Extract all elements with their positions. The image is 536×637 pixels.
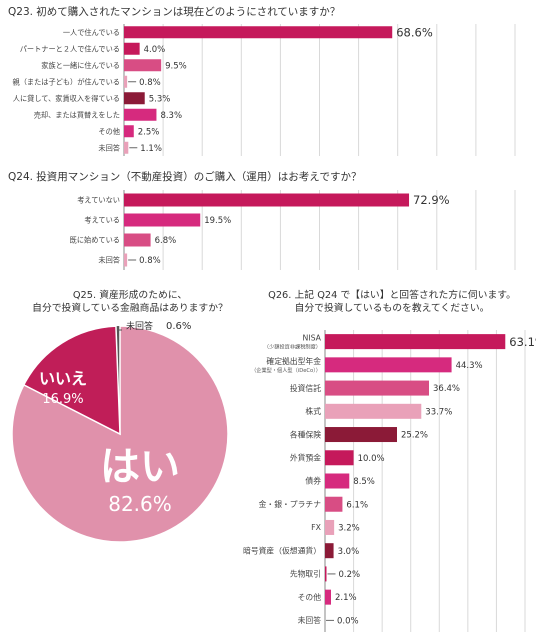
q25-title-line: 自分で投資している金融商品はありますか？ xyxy=(32,301,228,314)
q24-bar xyxy=(124,213,201,227)
q26-category-label: 未回答 xyxy=(298,615,322,625)
q24-value-label: 6.8% xyxy=(155,236,177,246)
q26-title-line: Q26. 上記 Q24 で【はい】と回答された方に伺います。 xyxy=(268,288,516,301)
q26-value-label: 44.3% xyxy=(456,361,483,371)
q25-no-label: いいえ xyxy=(39,369,87,388)
q24-category-label: 既に始めている xyxy=(70,236,120,245)
q23-category-label: 親（または子ども）が住んでいる xyxy=(13,77,120,86)
q24-value-label: 0.8% xyxy=(139,256,161,266)
q26-category-label: NISA xyxy=(302,334,321,343)
q26-category-label: 先物取引 xyxy=(290,569,321,579)
q26-bar xyxy=(325,403,422,419)
q23-chart: Q23. 初めて購入されたマンションは現在どのようにされていますか？ 一人で住んで… xyxy=(8,5,516,156)
q23-value-label: 0.8% xyxy=(139,78,161,88)
q26-value-label: 36.4% xyxy=(433,384,460,394)
q26-value-label: 63.1% xyxy=(509,335,536,349)
q26-bar xyxy=(325,519,335,535)
q26-category-label: 確定拠出型年金 xyxy=(266,356,321,366)
q26-category-label: 各種保険 xyxy=(290,429,321,439)
q23-bar xyxy=(124,26,393,39)
q26-bar xyxy=(325,357,452,373)
q25-yes-value: 82.6% xyxy=(108,492,172,516)
q26-bar xyxy=(325,334,506,350)
q24-category-label: 考えていない xyxy=(77,196,120,205)
q23-bar xyxy=(124,75,128,88)
q26-value-label: 3.2% xyxy=(338,524,360,534)
q26-category-label: 株式 xyxy=(305,406,321,416)
q23-bar xyxy=(124,59,162,72)
q26-bar xyxy=(325,380,429,396)
q26-value-label: 25.2% xyxy=(401,431,428,441)
q25-slice xyxy=(11,325,229,543)
q23-bar xyxy=(124,108,157,121)
q26-category-label: 暗号資産（仮想通貨） xyxy=(243,545,321,555)
q26-title-line: 自分で投資しているものを教えてください。 xyxy=(295,301,490,314)
q23-category-label: その他 xyxy=(98,127,120,136)
q26-category-label: 金・銀・プラチナ xyxy=(259,499,322,509)
q23-category-label: 家族と一緒に住んでいる xyxy=(41,61,120,70)
q23-category-label: 売却、または買替えをした xyxy=(34,110,120,119)
q23-value-label: 2.5% xyxy=(138,127,160,137)
q23-title: Q23. 初めて購入されたマンションは現在どのようにされていますか？ xyxy=(8,5,340,18)
q25-chart: Q25. 資産形成のために、自分で投資している金融商品はありますか？ はい82.6… xyxy=(11,288,229,543)
q23-bar xyxy=(124,92,145,105)
q26-value-label: 2.1% xyxy=(335,593,357,603)
q26-bar xyxy=(325,496,343,512)
q23-bar xyxy=(124,42,140,55)
q26-category-label: 投資信託 xyxy=(290,383,321,393)
q24-bar xyxy=(124,253,128,267)
q23-value-label: 9.5% xyxy=(165,61,187,71)
q26-category-label: 外貨預金 xyxy=(290,452,321,462)
q23-category-label: パートナーと２人で住んでいる xyxy=(20,44,120,53)
q26-category-label: 債券 xyxy=(305,476,321,486)
q25-yes-label: はい xyxy=(100,444,180,490)
q26-value-label: 0.2% xyxy=(339,570,361,580)
q23-value-label: 8.3% xyxy=(160,111,182,121)
q25-no-value: 16.9% xyxy=(42,392,83,407)
q26-value-label: 10.0% xyxy=(358,454,385,464)
q26-category-sublabel: （企業型・個人型（iDeCo）） xyxy=(251,366,321,374)
q24-bar xyxy=(124,193,410,207)
q26-value-label: 0.0% xyxy=(337,616,359,626)
q23-value-label: 68.6% xyxy=(396,25,433,39)
q25-title-line: Q25. 資産形成のために、 xyxy=(73,288,187,301)
q24-chart: Q24. 投資用マンション（不動産投資）のご購入（運用）はお考えですか？ 考えてい… xyxy=(8,170,516,270)
q26-value-label: 6.1% xyxy=(346,500,368,510)
q24-value-label: 19.5% xyxy=(204,216,231,226)
q23-category-label: 人に貸して、家賃収入を得ている xyxy=(13,94,120,103)
q23-category-label: 一人で住んでいる xyxy=(63,28,120,37)
q23-bar xyxy=(124,125,134,138)
q23-value-label: 1.1% xyxy=(140,144,162,154)
q24-category-label: 未回答 xyxy=(98,256,120,265)
q26-value-label: 3.0% xyxy=(338,547,360,557)
q26-value-label: 8.5% xyxy=(353,477,375,487)
q24-category-label: 考えている xyxy=(84,216,120,225)
q23-category-label: 未回答 xyxy=(98,143,120,152)
q26-chart: Q26. 上記 Q24 で【はい】と回答された方に伺います。自分で投資しているも… xyxy=(243,288,536,632)
q25-none-value: 0.6% xyxy=(166,321,191,332)
q26-bar xyxy=(325,543,334,559)
q24-value-label: 72.9% xyxy=(413,193,450,207)
q25-slice xyxy=(22,325,121,436)
q26-category-sublabel: （少額投資非課税制度） xyxy=(264,343,321,351)
q25-none-label: 未回答 xyxy=(126,320,153,332)
q26-value-label: 33.7% xyxy=(425,407,452,417)
q23-bar xyxy=(124,141,129,154)
q26-category-label: その他 xyxy=(298,592,322,602)
q26-bar xyxy=(325,566,327,582)
q26-bar xyxy=(325,427,397,443)
q26-bar xyxy=(325,589,331,605)
q26-bar xyxy=(325,450,354,466)
q26-bar xyxy=(325,473,350,489)
q24-bar xyxy=(124,233,151,247)
q23-value-label: 4.0% xyxy=(144,45,166,55)
q26-category-label: FX xyxy=(311,523,321,532)
q23-value-label: 5.3% xyxy=(149,94,171,104)
q24-title: Q24. 投資用マンション（不動産投資）のご購入（運用）はお考えですか？ xyxy=(8,170,361,183)
